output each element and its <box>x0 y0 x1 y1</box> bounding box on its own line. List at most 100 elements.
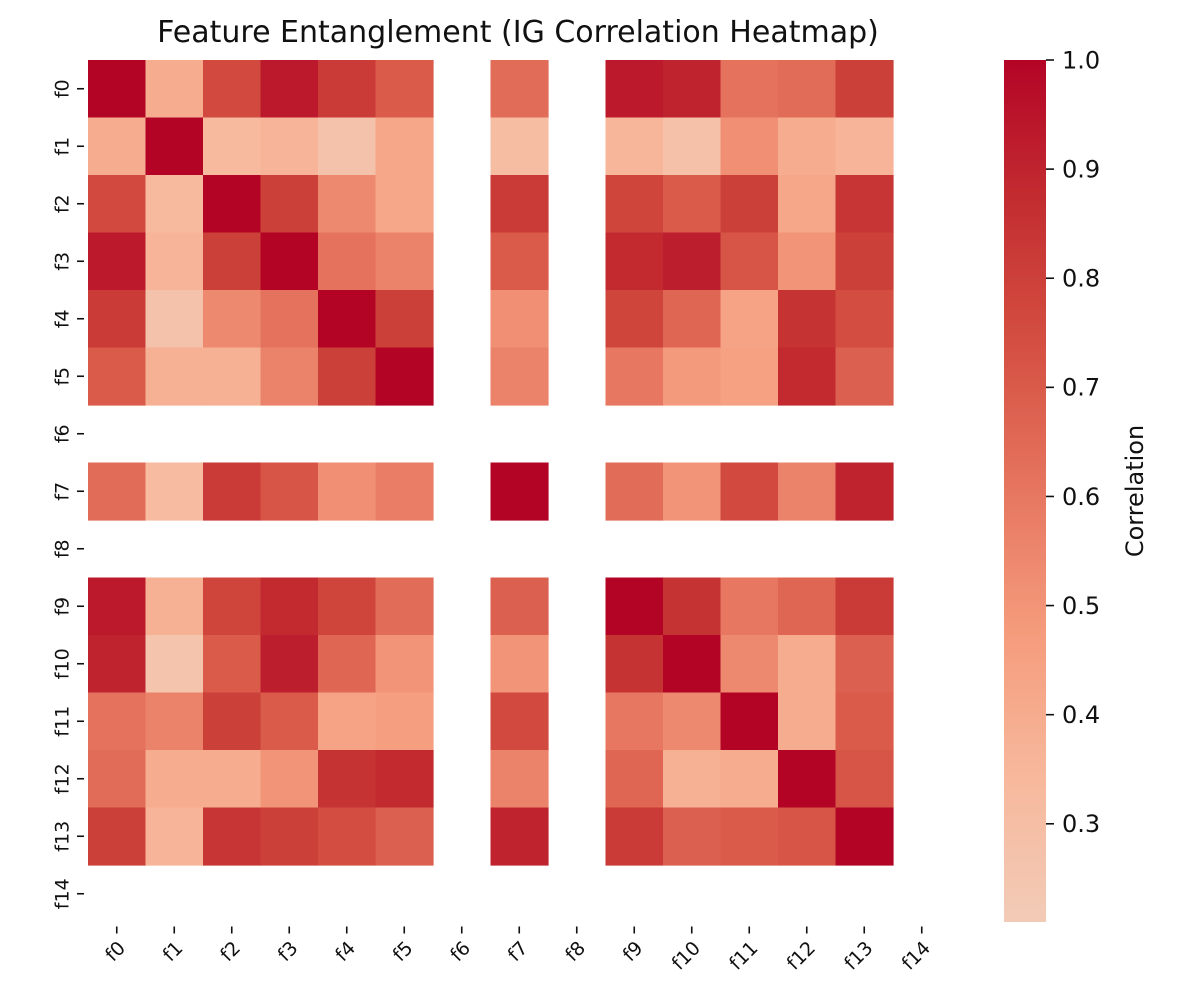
heatmap-cell-f1-f5 <box>375 117 434 176</box>
heatmap-cell-f9-f2 <box>203 577 262 636</box>
heatmap-cell-f9-f10 <box>663 577 722 636</box>
heatmap-cell-f11-f4 <box>318 692 377 751</box>
heatmap-cell-f10-f5 <box>375 635 434 694</box>
colorbar-tick-label-0.7: 0.7 <box>1062 374 1100 402</box>
heatmap-cell-f3-f3 <box>260 232 319 291</box>
heatmap-cell-f2-f0 <box>88 175 147 234</box>
heatmap-cell-f13-f10 <box>663 807 722 866</box>
heatmap-cell-f7-f13 <box>835 462 894 521</box>
heatmap-cell-f13-f1 <box>145 807 204 866</box>
heatmap-cell-f5-f7 <box>490 347 549 406</box>
x-tick-label-f2: f2 <box>216 937 245 966</box>
heatmap-cell-f1-f11 <box>720 117 779 176</box>
x-tick-label-f1: f1 <box>159 937 188 966</box>
heatmap-cell-f0-f11 <box>720 60 779 119</box>
heatmap-cell-f13-f9 <box>605 807 664 866</box>
heatmap-cell-f11-f12 <box>778 692 837 751</box>
heatmap-cell-f4-f9 <box>605 290 664 349</box>
heatmap-cell-f4-f13 <box>835 290 894 349</box>
y-axis-ticks: f0 f1 f2 f3 f4 f5 f6 f7 f8 f9 f10 f11 f12 f13 f14 <box>52 79 84 909</box>
heatmap-cell-f12-f1 <box>145 750 204 809</box>
colorbar-tick-label-0.8: 0.8 <box>1062 265 1100 293</box>
heatmap-cell-f5-f4 <box>318 347 377 406</box>
heatmap-cell-f2-f12 <box>778 175 837 234</box>
y-tick-label-f9: f9 <box>52 597 74 616</box>
heatmap-cell-f10-f7 <box>490 635 549 694</box>
heatmap-cell-f9-f4 <box>318 577 377 636</box>
heatmap-cell-f9-f7 <box>490 577 549 636</box>
heatmap-cell-f4-f0 <box>88 290 147 349</box>
heatmap-cell-f2-f7 <box>490 175 549 234</box>
heatmap-cell-f5-f10 <box>663 347 722 406</box>
heatmap-cell-f0-f10 <box>663 60 722 119</box>
heatmap-cell-f4-f7 <box>490 290 549 349</box>
heatmap-cell-f5-f2 <box>203 347 262 406</box>
heatmap-cell-f7-f1 <box>145 462 204 521</box>
heatmap-cell-f13-f2 <box>203 807 262 866</box>
heatmap-cell-f0-f5 <box>375 60 434 119</box>
heatmap-cell-f0-f3 <box>260 60 319 119</box>
heatmap-cell-f0-f12 <box>778 60 837 119</box>
x-tick-label-f5: f5 <box>389 937 418 966</box>
heatmap-cell-f4-f5 <box>375 290 434 349</box>
y-tick-label-f14: f14 <box>52 878 74 909</box>
heatmap-cell-f4-f12 <box>778 290 837 349</box>
heatmap-cell-f5-f0 <box>88 347 147 406</box>
heatmap-cell-f4-f11 <box>720 290 779 349</box>
heatmap-cell-f2-f2 <box>203 175 262 234</box>
heatmap-cell-f4-f4 <box>318 290 377 349</box>
heatmap-cell-f9-f12 <box>778 577 837 636</box>
heatmap-cell-f1-f10 <box>663 117 722 176</box>
heatmap-cell-f7-f3 <box>260 462 319 521</box>
heatmap-cell-f11-f3 <box>260 692 319 751</box>
heatmap-cell-f9-f9 <box>605 577 664 636</box>
heatmap-cell-f9-f5 <box>375 577 434 636</box>
x-tick-label-f3: f3 <box>274 937 303 966</box>
heatmap-cell-f13-f11 <box>720 807 779 866</box>
heatmap-cell-f12-f10 <box>663 750 722 809</box>
heatmap-cell-f13-f13 <box>835 807 894 866</box>
heatmap-cell-f0-f0 <box>88 60 147 119</box>
y-tick-label-f4: f4 <box>52 309 74 328</box>
colorbar-tick-label-0.9: 0.9 <box>1062 156 1100 184</box>
heatmap-cell-f1-f4 <box>318 117 377 176</box>
y-tick-label-f11: f11 <box>52 706 74 737</box>
heatmap-cell-f3-f4 <box>318 232 377 291</box>
heatmap-cell-f10-f3 <box>260 635 319 694</box>
heatmap-cell-f11-f10 <box>663 692 722 751</box>
heatmap-cell-f11-f13 <box>835 692 894 751</box>
heatmap-cell-f11-f1 <box>145 692 204 751</box>
x-tick-label-f12: f12 <box>783 937 820 974</box>
heatmap-cell-f3-f13 <box>835 232 894 291</box>
heatmap-cell-f7-f2 <box>203 462 262 521</box>
heatmap-cell-f9-f13 <box>835 577 894 636</box>
heatmap-cells <box>88 60 894 866</box>
heatmap-cell-f1-f12 <box>778 117 837 176</box>
heatmap-cell-f2-f5 <box>375 175 434 234</box>
heatmap-cell-f11-f11 <box>720 692 779 751</box>
heatmap-cell-f2-f4 <box>318 175 377 234</box>
colorbar-tick-label-1.0: 1.0 <box>1062 46 1100 74</box>
heatmap-cell-f3-f1 <box>145 232 204 291</box>
x-tick-label-f0: f0 <box>101 937 130 966</box>
colorbar-tick-label-0.5: 0.5 <box>1062 592 1100 620</box>
heatmap-cell-f0-f13 <box>835 60 894 119</box>
heatmap-cell-f7-f12 <box>778 462 837 521</box>
x-tick-label-f8: f8 <box>561 937 590 966</box>
heatmap-cell-f2-f10 <box>663 175 722 234</box>
y-tick-label-f0: f0 <box>52 79 74 98</box>
heatmap-cell-f12-f4 <box>318 750 377 809</box>
heatmap-cell-f10-f1 <box>145 635 204 694</box>
colorbar-tick-label-0.3: 0.3 <box>1062 810 1100 838</box>
heatmap-cell-f12-f2 <box>203 750 262 809</box>
heatmap-cell-f3-f5 <box>375 232 434 291</box>
heatmap-cell-f3-f2 <box>203 232 262 291</box>
heatmap-cell-f12-f9 <box>605 750 664 809</box>
heatmap-cell-f2-f1 <box>145 175 204 234</box>
x-tick-label-f14: f14 <box>898 937 935 974</box>
heatmap-cell-f12-f5 <box>375 750 434 809</box>
heatmap-cell-f10-f2 <box>203 635 262 694</box>
heatmap-cell-f7-f4 <box>318 462 377 521</box>
x-tick-label-f10: f10 <box>668 937 705 974</box>
heatmap-cell-f5-f12 <box>778 347 837 406</box>
